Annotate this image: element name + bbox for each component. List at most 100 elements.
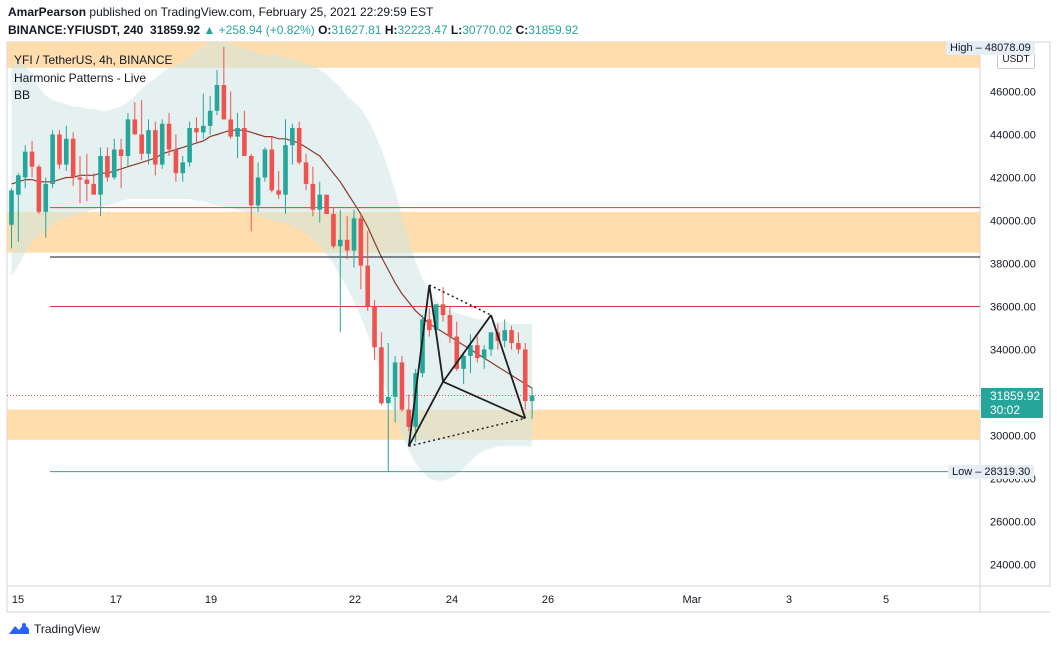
- candle-body: [173, 149, 179, 174]
- candle-74: [516, 332, 521, 354]
- candle-30: [214, 69, 220, 116]
- candle-body: [516, 343, 521, 350]
- candle-body: [358, 218, 364, 266]
- candle-body: [509, 330, 514, 344]
- candle-24: [173, 134, 179, 182]
- candle-body: [372, 306, 377, 348]
- candle-64: [447, 306, 453, 344]
- low-label: L:: [450, 23, 463, 37]
- legend-indicator-bb[interactable]: BB: [14, 88, 31, 102]
- candle-31: [221, 46, 227, 120]
- candle-53: [372, 300, 377, 361]
- candle-body: [180, 162, 186, 174]
- x-tick-label-3: 22: [349, 594, 361, 606]
- candle-15: [111, 138, 117, 180]
- candle-body: [529, 395, 535, 402]
- close-label: C:: [515, 23, 529, 37]
- candle-body: [242, 128, 247, 156]
- candle-0: [9, 188, 14, 249]
- harmonic-leg-cd: [490, 314, 527, 419]
- candle-body: [16, 175, 21, 195]
- candle-body: [214, 85, 220, 111]
- legend-indicator-harmonic[interactable]: Harmonic Patterns - Live: [14, 71, 147, 85]
- bar-countdown: 30:02: [990, 403, 1021, 417]
- candle-55: [385, 343, 391, 472]
- y-tick-label-3: 30000.00: [990, 430, 1036, 442]
- legend-title[interactable]: YFI / TetherUS, 4h, BINANCE: [14, 53, 173, 67]
- candle-body: [98, 155, 103, 195]
- candle-56: [392, 355, 398, 423]
- candle-body: [118, 149, 124, 156]
- candle-21: [153, 121, 158, 176]
- candle-63: [440, 287, 446, 322]
- candle-45: [317, 181, 323, 223]
- candle-8: [64, 125, 69, 172]
- candle-body: [139, 134, 144, 154]
- high-marker-value: 48078.09: [984, 42, 1031, 54]
- candle-14: [105, 147, 110, 182]
- candle-42: [296, 121, 302, 165]
- candle-body: [440, 304, 446, 316]
- candle-body: [235, 128, 240, 137]
- y-tick-label-0: 24000.00: [990, 559, 1036, 571]
- candle-body: [331, 214, 336, 247]
- high-marker-label: High: [950, 42, 973, 54]
- candle-body: [502, 330, 507, 341]
- candle-body: [481, 349, 487, 359]
- candle-body: [385, 396, 391, 404]
- harmonic-leg-bd: [442, 380, 526, 420]
- candle-body: [310, 183, 316, 210]
- candle-body: [413, 373, 418, 427]
- candle-57: [399, 355, 405, 412]
- candle-body: [303, 162, 309, 184]
- candle-body: [91, 183, 96, 195]
- footer-brand[interactable]: TradingView: [8, 622, 100, 636]
- candle-body: [36, 166, 42, 212]
- x-tick-label-1: 17: [110, 594, 122, 606]
- publisher-name[interactable]: AmarPearson: [8, 5, 87, 19]
- candle-59: [413, 368, 418, 442]
- y-tick-label-1: 26000.00: [990, 516, 1036, 528]
- low-marker-label: Low: [952, 466, 973, 478]
- candle-40: [283, 119, 288, 215]
- candle-body: [221, 85, 227, 120]
- candle-38: [269, 136, 275, 193]
- y-tick-label-7: 38000.00: [990, 258, 1036, 270]
- candle-body: [57, 134, 62, 165]
- harmonic-dotted-ac: [429, 284, 492, 316]
- candle-9: [70, 132, 76, 187]
- candle-20: [146, 119, 151, 165]
- candle-34: [242, 110, 247, 156]
- candle-51: [358, 214, 364, 290]
- candle-1: [16, 173, 21, 242]
- candle-body: [344, 239, 350, 251]
- candle-27: [194, 117, 199, 144]
- candle-body: [392, 362, 398, 397]
- candle-35: [248, 153, 254, 232]
- candle-44: [310, 166, 316, 217]
- x-tick-label-6: Mar: [683, 594, 702, 606]
- candle-body: [84, 179, 90, 184]
- bollinger-basis-line: [11, 129, 533, 389]
- y-tick-label-5: 34000.00: [990, 344, 1036, 356]
- candle-69: [481, 345, 487, 369]
- candle-2: [22, 145, 28, 189]
- candle-29: [207, 95, 213, 135]
- candle-73: [509, 325, 514, 350]
- y-tick-label-6: 36000.00: [990, 301, 1036, 313]
- candle-body: [338, 239, 343, 247]
- candle-39: [276, 171, 281, 199]
- published-text: published on TradingView.com, February 2…: [89, 5, 434, 19]
- candle-48: [338, 209, 343, 333]
- candle-61: [427, 308, 432, 337]
- candle-body: [105, 155, 110, 178]
- open-value: 31627.81: [331, 23, 382, 37]
- symbol-line: BINANCE:YFIUSDT, 240 31859.92 ▲ +258.94 …: [8, 23, 578, 37]
- candle-body: [43, 183, 49, 212]
- x-tick-label-8: 5: [883, 594, 889, 606]
- candle-body: [296, 128, 302, 163]
- y-tick-label-8: 40000.00: [990, 215, 1036, 227]
- candle-76: [529, 387, 535, 419]
- candle-body: [468, 345, 473, 356]
